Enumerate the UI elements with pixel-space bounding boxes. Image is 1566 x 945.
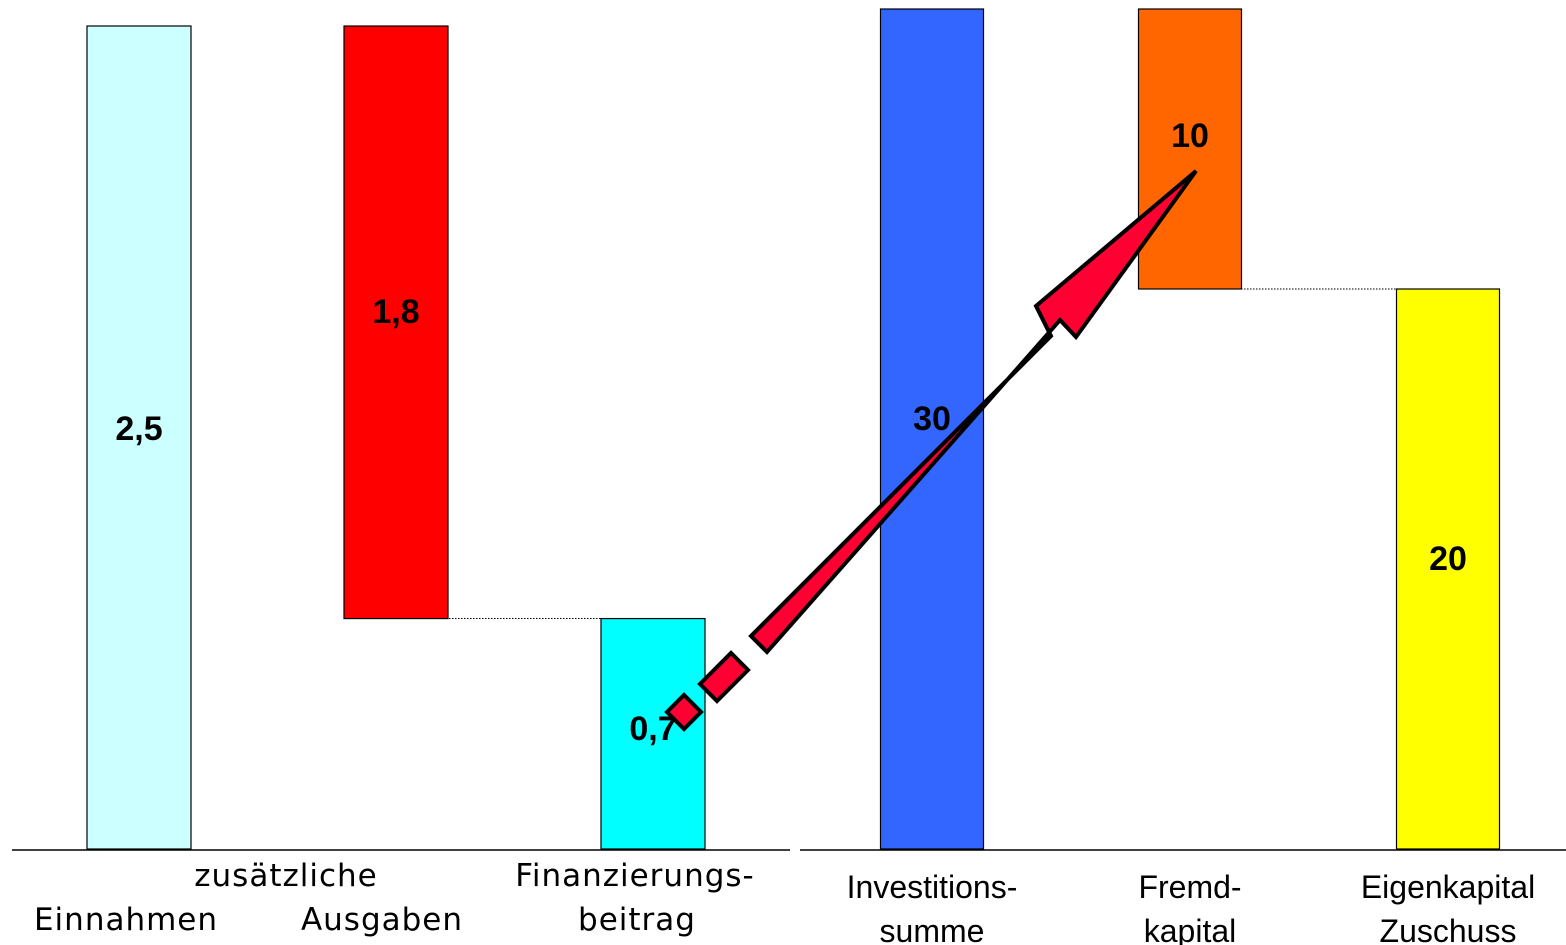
bar-1-1 (86, 25, 192, 850)
bar-2-2 (1137, 8, 1243, 290)
chart-panel-2: 30 10 20 Investitions-summe Fremd-kapital Eig… (800, 8, 1566, 945)
bar-1-2 (343, 25, 449, 620)
arrow-segment-2 (697, 650, 751, 704)
arrow-segment-1 (664, 692, 704, 732)
bar-2-3 (1395, 288, 1501, 850)
data-label-2-1: 30 (913, 400, 951, 438)
data-label-1-2: 1,8 (372, 293, 419, 331)
tick-label-1-2-line1: zusätzliche (194, 858, 377, 894)
data-label-2-2: 10 (1171, 117, 1209, 155)
tick-label-2-1-line2: summe (880, 913, 985, 945)
tick-label-1-2-line2: Ausgaben (301, 902, 463, 938)
tick-label-1-3-line1: Finanzierungs- (515, 858, 755, 894)
annotation-arrow (664, 169, 1198, 732)
bar-1-3 (600, 617, 706, 850)
tick-label-2-1-line1: Investitions- (847, 869, 1018, 905)
data-label-2-3: 20 (1429, 540, 1467, 578)
tick-label-2-3-line1: Eigenkapital (1361, 869, 1535, 905)
tick-label-2-2-line1: Fremd- (1138, 869, 1241, 905)
chart-panel-1: 2,51,80,7EinnahmenzusätzlicheAusgabenFin… (12, 25, 790, 938)
arrow-head (748, 169, 1198, 655)
tick-label-2-2-line2: kapital (1144, 913, 1237, 945)
tick-label-1-3-line2: beitrag (578, 902, 696, 938)
tick-label-1-1-line2: Einnahmen (34, 902, 218, 938)
data-label-1-1: 2,5 (115, 410, 162, 448)
tick-label-2-3-line2: Zuschuss (1380, 913, 1517, 945)
